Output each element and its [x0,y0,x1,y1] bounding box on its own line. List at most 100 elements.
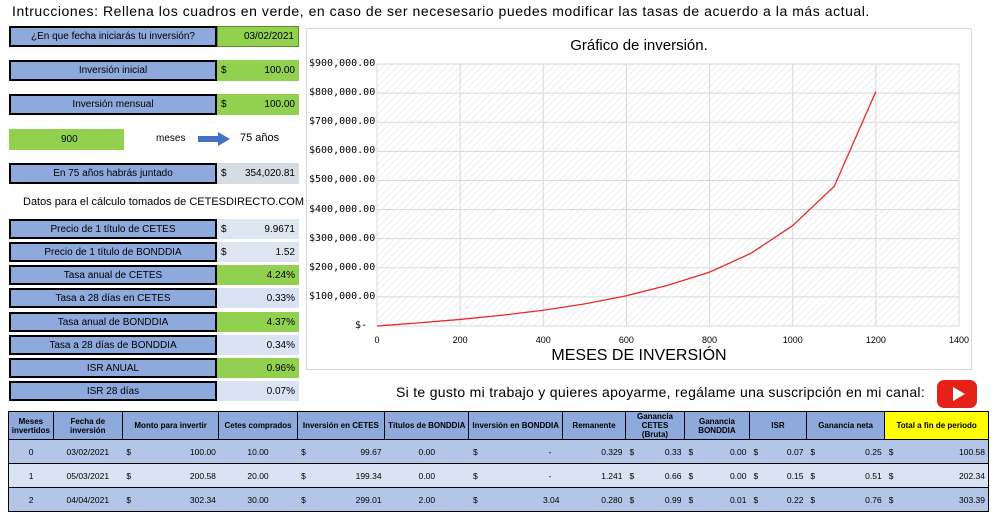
column-header: Inversión en CETES [296,411,386,440]
table-cell: 30.00 [218,487,298,512]
cell-value: 0.25 [865,446,882,457]
y-tick-label: $900,000.00 [309,58,376,69]
currency-symbol: $ [301,446,306,457]
support-text: Si te gusto mi trabajo y quieres apoyarm… [396,384,926,400]
cell-value: 100.58 [959,446,985,457]
cell-value: 100.00 [189,446,216,457]
column-header: Ganancia neta [805,411,886,440]
monthly-investment-input[interactable]: $ 100.00 [217,94,299,115]
cell-value: 0.00 [729,446,747,457]
cell-value: 302.34 [189,494,216,505]
table-cell: $0.66 [625,463,685,488]
cell-value: 0.00 [729,470,747,481]
cell-value: 1 [28,470,34,481]
rate-value-cell[interactable]: 0.96% [217,358,299,378]
cell-value: 99.67 [360,446,382,457]
series-line [376,91,877,327]
y-tick-label: $800,000.00 [309,87,376,99]
currency-symbol: $ [301,494,306,505]
table-cell: $ - [468,463,563,488]
x-tick-label: 0 [374,335,380,345]
play-icon [952,387,965,401]
cell-value: 299.01 [355,494,382,505]
currency-symbol: $ [753,470,759,481]
monthly-investment-value: 100.00 [264,99,295,110]
currency-symbol: $ [472,494,478,505]
cell-value: 0.00 [418,446,436,457]
table-cell: 0.329 [562,439,626,464]
x-tick-label: 400 [535,335,551,345]
currency-symbol: $ [688,470,694,481]
table-cell: 0.280 [562,487,626,512]
table-row: 1 05/03/2021 $200.58 20.00 $199.34 0.00 $ -1.24… [8,463,989,488]
table-cell: $0.00 [684,439,750,464]
chart-title: Gráfico de inversión. [570,37,708,54]
rate-label: ISR ANUAL [9,358,217,378]
currency-symbol: $ [629,470,635,481]
rate-value-cell: 0.34% [217,335,299,355]
rate-value: 0.07% [266,385,295,397]
table-cell: 0.00 [384,463,469,488]
table-cell: 2 [8,487,54,512]
table-cell: $299.01 [297,487,385,512]
y-tick-label: $- [354,320,367,331]
table-cell: $99.67 [297,439,385,464]
currency-symbol: $ [688,494,694,505]
table-cell: $0.25 [806,439,885,464]
rate-value-cell[interactable]: 4.37% [217,312,299,332]
rate-value-cell: $9.9671 [217,219,299,239]
rate-value: 1.52 [275,246,295,258]
table-cell: 03/02/2021 [53,439,123,464]
instructions-text: Intrucciones: Rellena los cuadros en ver… [12,3,870,19]
cell-value: 0.76 [865,494,882,505]
cell-value: 0.51 [865,470,882,481]
initial-investment-label: Inversión inicial [9,60,217,81]
initial-investment-input[interactable]: $ 100.00 [217,60,299,81]
table-cell: $0.76 [806,487,885,512]
currency-symbol: $ [221,99,227,110]
table-cell: $0.51 [806,463,885,488]
cell-value: 03/02/2021 [66,446,110,457]
x-tick-label: 600 [618,335,634,345]
table-cell: $302.34 [122,487,219,512]
table-cell: 10.00 [218,439,298,464]
years-value: 75 años [240,132,280,144]
rate-label: Tasa a 28 días en CETES [9,288,217,308]
months-input[interactable]: 900 [9,129,124,150]
table-cell: $199.34 [297,463,385,488]
total-saved-output: $ 354,020.81 [217,163,299,184]
y-tick-label: $400,000.00 [309,203,376,215]
cell-value: 0.22 [786,494,804,505]
table-cell: $202.34 [884,463,989,488]
table-cell: $200.58 [122,463,219,488]
currency-symbol: $ [753,494,759,505]
cell-value: 0.01 [729,494,747,505]
rate-value: 4.37% [266,316,295,328]
table-row: 0 03/02/2021 $100.00 10.00 $99.67 0.00 $ -0.329… [8,439,989,464]
data-source-title: Datos para el cálculo tomados de CETESDI… [23,196,305,208]
cell-value: 0.07 [786,446,804,457]
table-cell: $100.00 [122,439,219,464]
currency-symbol: $ [629,446,635,457]
table-cell: $100.58 [884,439,989,464]
rate-value-cell: 0.07% [217,381,299,401]
total-saved-value: 354,020.81 [244,168,295,179]
table-cell: $0.22 [749,487,807,512]
column-header: Ganancia CETES (Bruta) [625,411,685,440]
cell-value: 30.00 [247,494,269,505]
currency-symbol: $ [221,246,227,258]
arrow-right-icon [198,132,230,151]
currency-symbol: $ [810,494,816,505]
rate-value: 0.33% [266,292,295,304]
currency-symbol: $ [301,470,306,481]
rate-label: Tasa a 28 días de BONDDIA [9,335,217,355]
currency-symbol: $ [126,470,132,481]
youtube-subscribe-button[interactable] [937,380,977,408]
currency-symbol: $ [126,446,132,457]
start-date-input[interactable]: 03/02/2021 [217,26,299,47]
rate-label: ISR 28 días [9,381,217,401]
rate-value-cell[interactable]: 4.24% [217,265,299,285]
chart-x-axis-label: MESES DE INVERSIÓN [551,347,727,364]
y-tick-label: $500,000.00 [309,174,376,186]
column-header: Títulos de BONDDIA [384,411,470,440]
